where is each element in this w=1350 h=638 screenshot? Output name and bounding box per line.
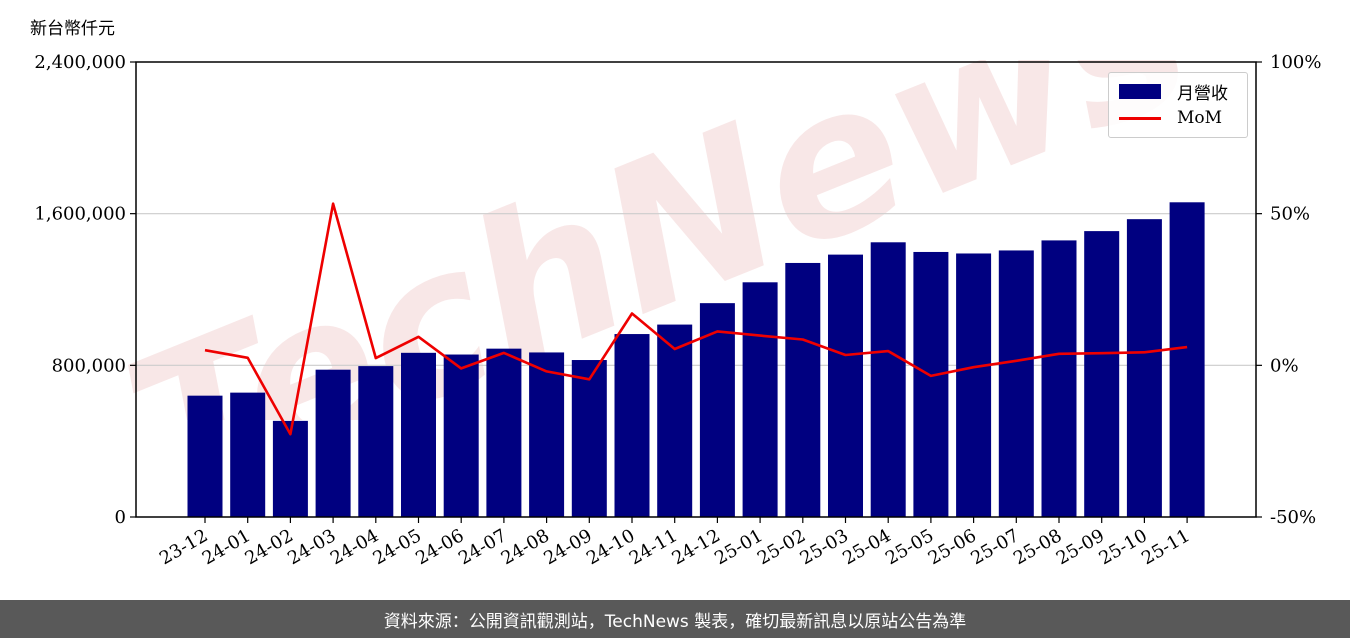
bar-24-01	[230, 392, 266, 517]
x-tick-label: 25-04	[839, 525, 894, 569]
legend-item-bar: 月營收	[1119, 79, 1228, 104]
legend-bar-swatch	[1119, 84, 1161, 99]
bar-24-12	[699, 303, 735, 517]
x-tick-label: 25-11	[1138, 525, 1193, 569]
x-tick-label: 24-02	[241, 525, 296, 569]
x-tick-label: 24-11	[626, 525, 681, 569]
x-tick-label: 25-01	[711, 525, 766, 569]
bar-24-04	[358, 366, 394, 517]
x-tick-label: 25-03	[797, 525, 852, 569]
x-tick-label: 24-05	[370, 525, 425, 569]
line-series	[204, 202, 1188, 436]
source-footer: 資料來源：公開資訊觀測站，TechNews 製表，確切最新訊息以原站公告為準	[0, 600, 1350, 638]
bar-25-08	[1041, 240, 1077, 517]
x-tick-label: 24-01	[199, 525, 254, 569]
axes	[130, 61, 1262, 523]
right-tick-label: 0%	[1270, 355, 1299, 376]
bar-25-04	[870, 242, 906, 517]
footer-text: 資料來源：公開資訊觀測站，TechNews 製表，確切最新訊息以原站公告為準	[383, 611, 967, 632]
bar-25-06	[956, 253, 992, 517]
plot-frame	[135, 61, 1257, 518]
bar-24-05	[401, 352, 436, 517]
left-tick-label: 2,400,000	[34, 52, 126, 73]
x-tick-label: 24-09	[540, 525, 595, 569]
right-tick-label: 100%	[1270, 52, 1321, 73]
x-tick-label: 23-12	[156, 525, 211, 569]
x-tick-label: 25-05	[882, 525, 937, 569]
bar-24-11	[657, 324, 693, 517]
legend-bar-label: 月營收	[1177, 84, 1228, 104]
bar-25-01	[742, 282, 778, 517]
x-tick-label: 24-06	[412, 525, 467, 569]
x-tick-label: 25-07	[967, 525, 1022, 569]
bar-25-05	[913, 251, 949, 517]
y-axis-unit-label: 新台幣仟元	[30, 19, 115, 39]
bar-25-07	[998, 250, 1034, 517]
mom-line	[204, 202, 1188, 436]
left-tick-label: 0	[115, 507, 126, 528]
x-tick-label: 24-12	[668, 525, 723, 569]
legend-line-swatch	[1119, 116, 1161, 120]
x-tick-label: 25-02	[754, 525, 809, 569]
bar-25-09	[1084, 231, 1120, 517]
legend-item-line: MoM	[1119, 108, 1222, 128]
bar-25-11	[1169, 202, 1205, 517]
x-tick-label: 25-08	[1010, 525, 1065, 569]
revenue-chart: 0 800,000 1,600,000 2,400,000 -50% 0% 50% 100% 2…	[34, 52, 1321, 569]
bar-24-02	[272, 420, 308, 517]
bar-25-10	[1126, 219, 1162, 517]
legend-line-label: MoM	[1177, 108, 1223, 128]
x-tick-label: 25-06	[925, 525, 980, 569]
bar-24-06	[443, 354, 479, 517]
bar-25-03	[828, 254, 863, 517]
legend: 月營收 MoM	[1108, 72, 1248, 138]
x-tick-label: 24-03	[284, 525, 339, 569]
bar-23-12	[187, 395, 223, 517]
x-tick-label: 24-04	[327, 525, 382, 569]
x-tick-label: 25-10	[1095, 525, 1150, 569]
bar-24-08	[529, 352, 565, 517]
left-tick-label: 1,600,000	[34, 204, 126, 225]
x-tick-label: 24-07	[455, 525, 510, 569]
left-tick-label: 800,000	[52, 355, 126, 376]
right-tick-label: 50%	[1270, 204, 1310, 225]
bar-24-09	[571, 360, 607, 517]
right-tick-label: -50%	[1270, 507, 1316, 528]
bar-24-03	[315, 369, 351, 517]
bar-24-10	[614, 334, 650, 517]
x-tick-label: 24-08	[498, 525, 553, 569]
x-tick-label: 24-10	[583, 525, 638, 569]
x-tick-label: 25-09	[1053, 525, 1108, 569]
bar-series	[187, 202, 1205, 517]
bar-25-02	[785, 262, 821, 517]
bar-24-07	[486, 348, 522, 517]
